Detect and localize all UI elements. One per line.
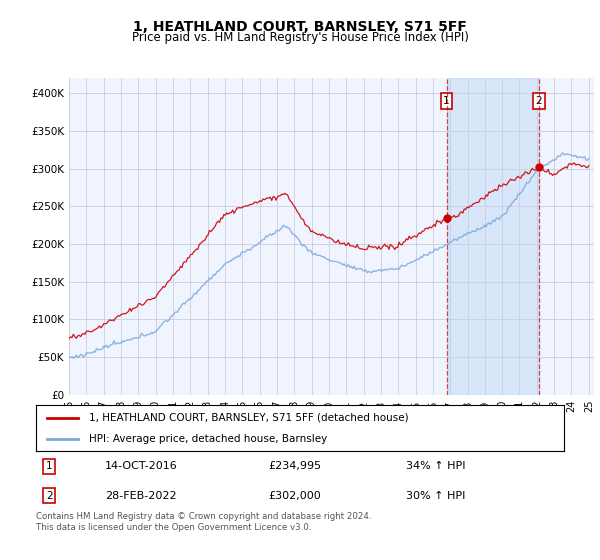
Text: Price paid vs. HM Land Registry's House Price Index (HPI): Price paid vs. HM Land Registry's House … [131,31,469,44]
Text: 14-OCT-2016: 14-OCT-2016 [104,461,178,471]
Text: 1: 1 [443,96,450,106]
Bar [446,78,539,395]
Text: £234,995: £234,995 [268,461,322,471]
Text: HPI: Average price, detached house, Barnsley: HPI: Average price, detached house, Barn… [89,435,327,444]
Text: 1, HEATHLAND COURT, BARNSLEY, S71 5FF: 1, HEATHLAND COURT, BARNSLEY, S71 5FF [133,20,467,34]
Text: 1, HEATHLAND COURT, BARNSLEY, S71 5FF (detached house): 1, HEATHLAND COURT, BARNSLEY, S71 5FF (d… [89,413,409,423]
Text: 34% ↑ HPI: 34% ↑ HPI [406,461,465,471]
Text: Contains HM Land Registry data © Crown copyright and database right 2024.
This d: Contains HM Land Registry data © Crown c… [36,512,371,532]
Text: 30% ↑ HPI: 30% ↑ HPI [406,491,465,501]
Text: 2: 2 [46,491,53,501]
Text: 1: 1 [46,461,53,471]
Text: 2: 2 [536,96,542,106]
Text: 28-FEB-2022: 28-FEB-2022 [104,491,176,501]
Text: £302,000: £302,000 [268,491,321,501]
